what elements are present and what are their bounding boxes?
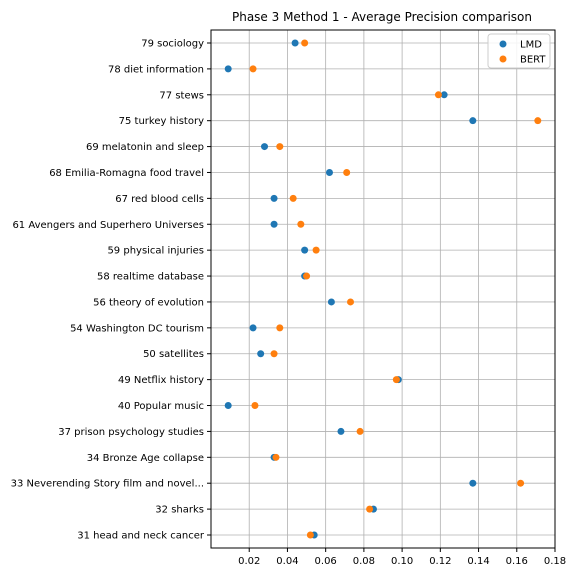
y-tick-label: 33 Neverending Story film and novel... — [11, 479, 204, 490]
point-lmd — [469, 117, 477, 125]
point-lmd — [327, 298, 335, 306]
point-bert — [343, 168, 351, 176]
y-tick-label: 50 satellites — [143, 349, 204, 360]
point-lmd — [224, 402, 232, 410]
y-tick-label: 31 head and neck cancer — [77, 531, 205, 542]
point-lmd — [224, 65, 232, 73]
y-tick-label: 69 melatonin and sleep — [86, 142, 204, 153]
point-lmd — [261, 143, 269, 151]
point-lmd — [469, 479, 477, 487]
point-bert — [303, 272, 311, 280]
point-bert — [301, 39, 309, 47]
y-tick-label: 59 physical injuries — [107, 246, 204, 257]
point-lmd — [325, 168, 333, 176]
x-tick-label: 0.10 — [391, 556, 413, 567]
point-bert — [517, 479, 525, 487]
y-tick-label: 68 Emilia-Romagna food travel — [49, 168, 204, 179]
y-tick-label: 67 red blood cells — [115, 194, 204, 205]
point-lmd — [270, 194, 278, 202]
x-tick-label: 0.16 — [506, 556, 528, 567]
point-bert — [347, 298, 355, 306]
y-tick-label: 49 Netflix history — [118, 375, 204, 386]
point-lmd — [249, 324, 257, 332]
y-axis-ticks: 79 sociology 78 diet information 77 stews 7… — [11, 39, 211, 542]
point-bert — [289, 194, 297, 202]
point-lmd — [440, 91, 448, 99]
x-tick-label: 0.06 — [315, 556, 337, 567]
point-bert — [272, 453, 280, 461]
chart-title: Phase 3 Method 1 - Average Precision com… — [232, 10, 532, 24]
plot-frame — [210, 29, 556, 549]
point-bert — [251, 402, 259, 410]
point-bert — [534, 117, 542, 125]
point-bert — [276, 324, 284, 332]
y-tick-label: 34 Bronze Age collapse — [87, 453, 204, 464]
data-points — [224, 39, 542, 539]
y-tick-label: 58 realtime database — [97, 272, 204, 283]
x-axis-ticks: 0.02 0.04 0.06 0.08 0.10 0.12 0.14 0.16 0.18 — [238, 548, 566, 567]
point-bert — [306, 531, 314, 539]
y-tick-label: 61 Avengers and Superhero Universes — [12, 220, 204, 231]
point-lmd — [337, 427, 345, 435]
legend-marker-lmd — [499, 40, 507, 48]
y-tick-label: 75 turkey history — [119, 116, 204, 127]
point-bert — [249, 65, 257, 73]
legend: LMD BERT — [487, 33, 551, 69]
point-bert — [434, 91, 442, 99]
point-bert — [312, 246, 320, 254]
y-tick-label: 37 prison psychology studies — [58, 427, 204, 438]
point-lmd — [301, 246, 309, 254]
y-tick-label: 77 stews — [159, 90, 204, 101]
x-tick-label: 0.04 — [276, 556, 298, 567]
x-tick-label: 0.08 — [353, 556, 375, 567]
point-bert — [297, 220, 305, 228]
y-tick-label: 79 sociology — [141, 39, 204, 50]
point-bert — [270, 350, 278, 358]
y-tick-label: 78 diet information — [108, 64, 204, 75]
y-tick-label: 32 sharks — [155, 505, 204, 516]
point-bert — [366, 505, 374, 513]
point-lmd — [291, 39, 299, 47]
x-tick-label: 0.14 — [467, 556, 489, 567]
legend-marker-bert — [499, 55, 507, 63]
x-tick-label: 0.02 — [238, 556, 260, 567]
point-lmd — [270, 220, 278, 228]
point-bert — [392, 376, 400, 384]
x-tick-label: 0.18 — [544, 556, 566, 567]
y-tick-label: 40 Popular music — [118, 401, 204, 412]
legend-label-bert: BERT — [520, 55, 546, 66]
point-bert — [356, 427, 364, 435]
y-tick-label: 54 Washington DC tourism — [70, 323, 204, 334]
point-bert — [276, 143, 284, 151]
y-tick-label: 56 theory of evolution — [93, 297, 204, 308]
legend-label-lmd: LMD — [520, 40, 542, 51]
x-tick-label: 0.12 — [429, 556, 451, 567]
point-lmd — [257, 350, 265, 358]
